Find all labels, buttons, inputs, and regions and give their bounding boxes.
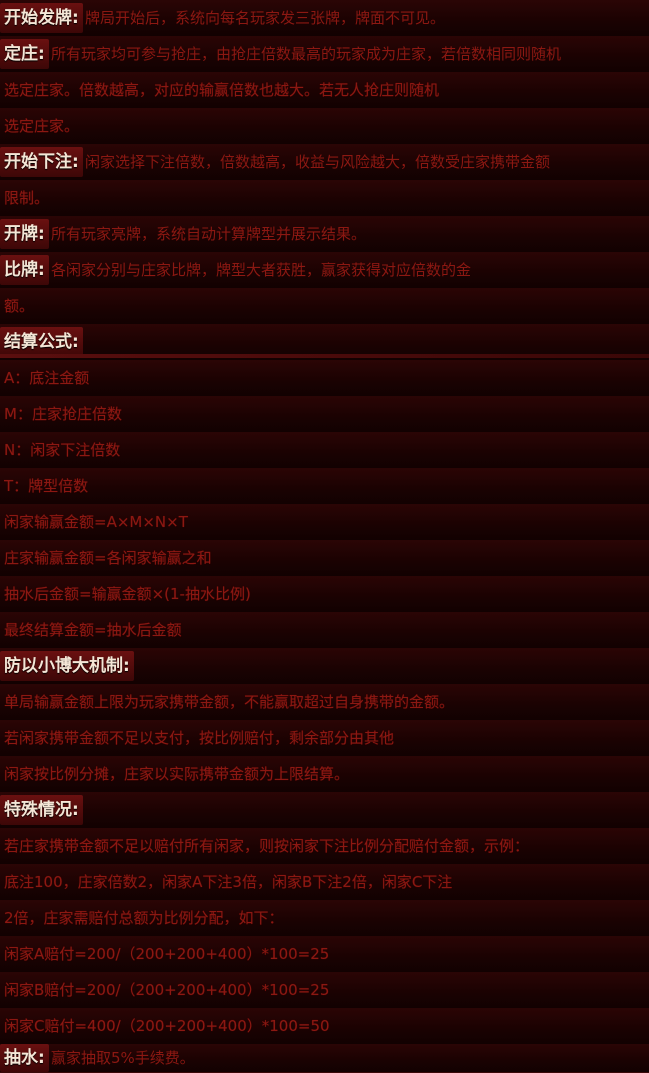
formula-line: 闲家输赢金额=A×M×N×T xyxy=(0,504,649,541)
special-text: 闲家B赔付=200/（200+200+400）*100=25 xyxy=(4,981,330,999)
special-text: 若庄家携带金额不足以赔付所有闲家，则按闲家下注比例分配赔付金额，示例： xyxy=(4,837,530,855)
section-text-deal: 牌局开始后，系统向每名玩家发三张牌，牌面不可见。 xyxy=(85,9,446,27)
formula-text: 闲家输赢金额=A×M×N×T xyxy=(4,513,188,531)
special-text: 闲家A赔付=200/（200+200+400）*100=25 xyxy=(4,945,330,963)
rule-row-banker-cont1: 选定庄家。倍数越高，对应的输赢倍数也越大。若无人抢庄则随机 xyxy=(0,72,649,109)
special-line: 底注100，庄家倍数2，闲家A下注3倍，闲家B下注2倍，闲家C下注 xyxy=(0,864,649,901)
section-text-rake: 赢家抽取5%手续费。 xyxy=(51,1049,195,1067)
formula-text: T：牌型倍数 xyxy=(4,477,89,495)
section-label-special: 特殊情况: xyxy=(0,795,83,825)
formula-line: 抽水后金额=输赢金额×(1-抽水比例) xyxy=(0,576,649,613)
rule-row-bet: 开始下注: 闲家选择下注倍数，倍数越高，收益与风险越大，倍数受庄家携带金额 xyxy=(0,144,649,181)
guard-line: 闲家按比例分摊，庄家以实际携带金额为上限结算。 xyxy=(0,756,649,793)
section-label-open: 开牌: xyxy=(0,219,49,249)
section-text-bet: 闲家选择下注倍数，倍数越高，收益与风险越大，倍数受庄家携带金额 xyxy=(85,153,551,171)
formula-line: M：庄家抢庄倍数 xyxy=(0,396,649,433)
section-label-rake: 抽水: xyxy=(0,1044,49,1072)
section-label-deal: 开始发牌: xyxy=(0,3,83,33)
section-label-bet: 开始下注: xyxy=(0,147,83,177)
formula-line: 庄家输赢金额=各闲家输赢之和 xyxy=(0,540,649,577)
special-text: 闲家C赔付=400/（200+200+400）*100=50 xyxy=(4,1017,330,1035)
special-line: 若庄家携带金额不足以赔付所有闲家，则按闲家下注比例分配赔付金额，示例： xyxy=(0,828,649,865)
section-text-banker-cont1: 选定庄家。倍数越高，对应的输赢倍数也越大。若无人抢庄则随机 xyxy=(4,81,440,99)
special-line: 闲家A赔付=200/（200+200+400）*100=25 xyxy=(0,936,649,973)
special-text: 底注100，庄家倍数2，闲家A下注3倍，闲家B下注2倍，闲家C下注 xyxy=(4,873,453,891)
section-text-banker: 所有玩家均可参与抢庄，由抢庄倍数最高的玩家成为庄家，若倍数相同则随机 xyxy=(51,45,562,63)
formula-line: A：底注金额 xyxy=(0,360,649,397)
rule-row-banker-cont2: 选定庄家。 xyxy=(0,108,649,145)
section-label-guard: 防以小博大机制: xyxy=(0,651,134,681)
rule-row-rake: 抽水: 赢家抽取5%手续费。 xyxy=(0,1044,649,1073)
guard-line: 单局输赢金额上限为玩家携带金额，不能赢取超过自身携带的金额。 xyxy=(0,684,649,721)
section-label-compare: 比牌: xyxy=(0,255,49,285)
rule-row-open: 开牌: 所有玩家亮牌，系统自动计算牌型并展示结果。 xyxy=(0,216,649,253)
rule-row-banker: 定庄: 所有玩家均可参与抢庄，由抢庄倍数最高的玩家成为庄家，若倍数相同则随机 xyxy=(0,36,649,73)
formula-text: A：底注金额 xyxy=(4,369,90,387)
formula-text: 最终结算金额=抽水后金额 xyxy=(4,621,182,639)
special-line: 2倍，庄家需赔付总额为比例分配，如下： xyxy=(0,900,649,937)
formula-text: N：闲家下注倍数 xyxy=(4,441,121,459)
section-label-banker: 定庄: xyxy=(0,39,49,69)
rule-row-special: 特殊情况: xyxy=(0,792,649,829)
guard-text: 若闲家携带金额不足以支付，按比例赔付，剩余部分由其他 xyxy=(4,729,395,747)
rule-row-bet-cont1: 限制。 xyxy=(0,180,649,217)
section-text-bet-cont1: 限制。 xyxy=(4,189,50,207)
section-text-open: 所有玩家亮牌，系统自动计算牌型并展示结果。 xyxy=(51,225,367,243)
formula-line: N：闲家下注倍数 xyxy=(0,432,649,469)
formula-text: 庄家输赢金额=各闲家输赢之和 xyxy=(4,549,212,567)
formula-line: 最终结算金额=抽水后金额 xyxy=(0,612,649,649)
rule-row-compare: 比牌: 各闲家分别与庄家比牌，牌型大者获胜，赢家获得对应倍数的金 xyxy=(0,252,649,289)
section-text-compare-cont1: 额。 xyxy=(4,297,35,315)
guard-line: 若闲家携带金额不足以支付，按比例赔付，剩余部分由其他 xyxy=(0,720,649,757)
rule-row-compare-cont1: 额。 xyxy=(0,288,649,325)
formula-text: 抽水后金额=输赢金额×(1-抽水比例) xyxy=(4,585,251,603)
divider xyxy=(0,354,649,358)
guard-text: 单局输赢金额上限为玩家携带金额，不能赢取超过自身携带的金额。 xyxy=(4,693,455,711)
guard-text: 闲家按比例分摊，庄家以实际携带金额为上限结算。 xyxy=(4,765,350,783)
rule-row-deal: 开始发牌: 牌局开始后，系统向每名玩家发三张牌，牌面不可见。 xyxy=(0,0,649,37)
special-line: 闲家C赔付=400/（200+200+400）*100=50 xyxy=(0,1008,649,1045)
special-text: 2倍，庄家需赔付总额为比例分配，如下： xyxy=(4,909,284,927)
rule-row-guard: 防以小博大机制: xyxy=(0,648,649,685)
formula-line: T：牌型倍数 xyxy=(0,468,649,505)
formula-text: M：庄家抢庄倍数 xyxy=(4,405,122,423)
section-text-compare: 各闲家分别与庄家比牌，牌型大者获胜，赢家获得对应倍数的金 xyxy=(51,261,472,279)
special-line: 闲家B赔付=200/（200+200+400）*100=25 xyxy=(0,972,649,1009)
section-label-formula: 结算公式: xyxy=(0,327,83,357)
section-text-banker-cont2: 选定庄家。 xyxy=(4,117,80,135)
